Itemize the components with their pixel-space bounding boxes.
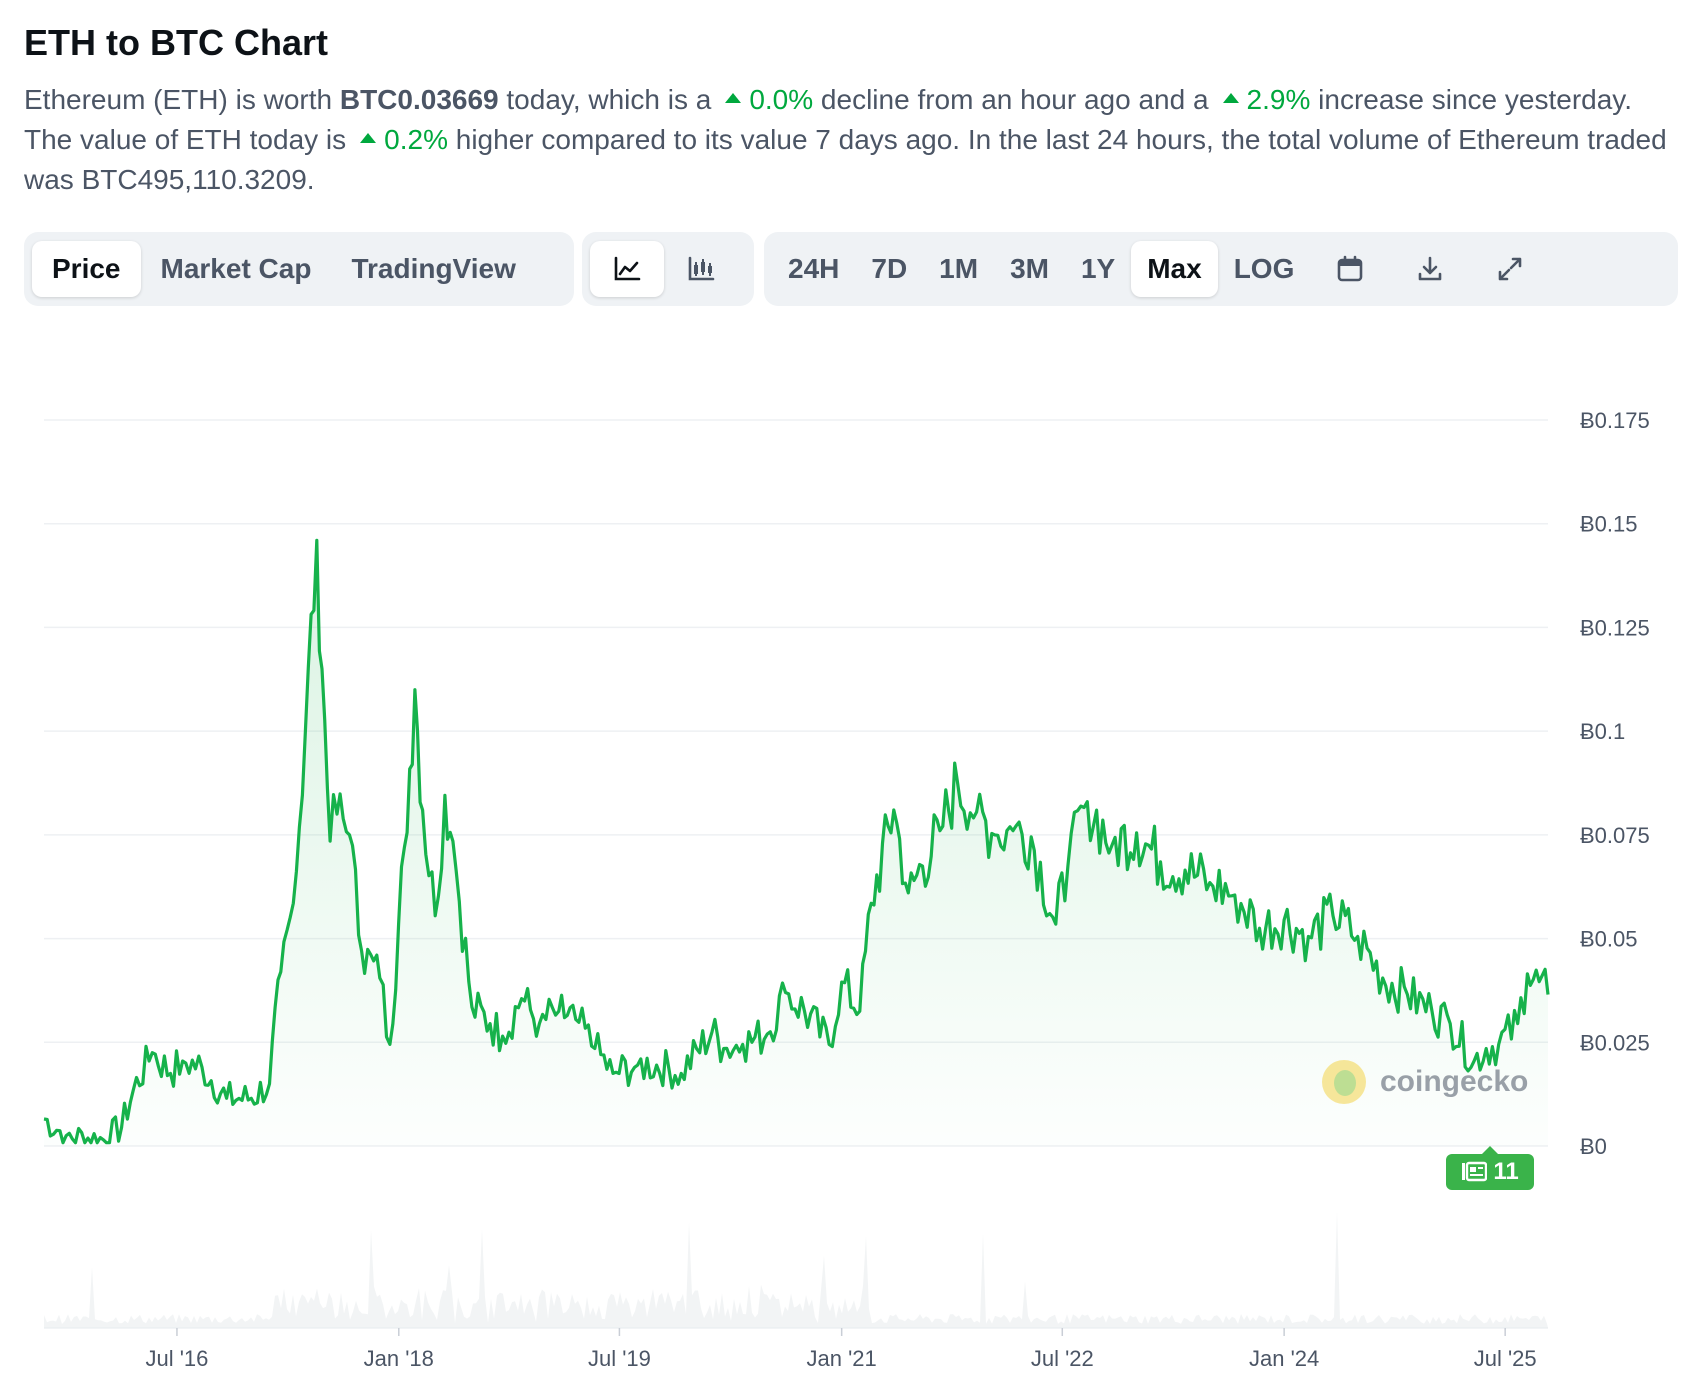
volume-bars: [44, 1211, 1548, 1328]
news-count: 11: [1493, 1158, 1519, 1185]
y-tick-label: Ƀ0.15: [1580, 512, 1638, 537]
range-3m[interactable]: 3M: [1010, 253, 1049, 284]
page-title: ETH to BTC Chart: [24, 22, 328, 63]
range-1m[interactable]: 1M: [939, 253, 979, 284]
price-value: BTC0.03669: [339, 84, 499, 115]
log-scale-toggle[interactable]: LOG: [1233, 253, 1295, 284]
x-tick-label: Jul '16: [145, 1346, 208, 1371]
tab-price[interactable]: Price: [32, 241, 141, 297]
price-line: [43, 538, 1550, 1145]
price-area: [44, 540, 1548, 1146]
calendar-icon: [1338, 255, 1363, 282]
caret-up-icon: [1222, 93, 1239, 103]
coingecko-watermark: coingecko: [1322, 1060, 1528, 1104]
watermark-text: coingecko: [1380, 1065, 1529, 1098]
y-tick-label: Ƀ0.05: [1580, 927, 1638, 952]
caret-up-icon: [360, 133, 377, 143]
x-tick-label: Jul '22: [1031, 1346, 1094, 1371]
x-tick-label: Jan '24: [1249, 1346, 1319, 1371]
x-tick-label: Jan '18: [364, 1346, 434, 1371]
desc-text: Ethereum (ETH) is worth: [24, 84, 340, 115]
line-chart-button[interactable]: [590, 241, 664, 297]
day-change-value: 2.9%: [1246, 84, 1311, 115]
chart-type-toggle: [582, 232, 754, 306]
range-tabs: 24H 7D 1M 3M 1Y Max LOG: [764, 232, 1678, 306]
price-chart[interactable]: Ƀ0 Ƀ0.025 Ƀ0.05 Ƀ0.075 Ƀ0.1 Ƀ0.125 Ƀ0.15 Ƀ0.175…: [0, 340, 1692, 1396]
y-tick-label: Ƀ0.025: [1580, 1030, 1650, 1055]
volume-area: [44, 1211, 1548, 1328]
x-tick-label: Jan '21: [807, 1346, 877, 1371]
download-button[interactable]: [1390, 241, 1470, 297]
x-tick-label: Jul '25: [1474, 1346, 1537, 1371]
week-change-value: 0.2%: [384, 124, 448, 155]
range-1y[interactable]: 1Y: [1080, 253, 1116, 284]
day-change: 2.9%: [1209, 84, 1311, 115]
news-badge[interactable]: 11: [1446, 1146, 1534, 1190]
newspaper-icon: [1462, 1161, 1488, 1182]
caret-up-icon: [725, 93, 742, 103]
line-chart-icon: [614, 256, 641, 281]
coingecko-logo-icon: [1322, 1060, 1366, 1104]
y-axis: Ƀ0 Ƀ0.025 Ƀ0.05 Ƀ0.075 Ƀ0.1 Ƀ0.125 Ƀ0.15 Ƀ0.175: [1580, 408, 1650, 1159]
candlestick-icon: [688, 256, 715, 281]
x-tick-label: Jul '19: [588, 1346, 651, 1371]
x-axis: Jul '16 Jan '18 Jul '19 Jan '21 Jul '22 Jan '…: [145, 1328, 1537, 1371]
desc-text: today, which is a: [498, 84, 712, 115]
y-tick-label: Ƀ0.175: [1580, 408, 1650, 433]
view-tabs: Price Market Cap TradingView: [24, 232, 574, 306]
range-7d[interactable]: 7D: [871, 253, 908, 284]
download-icon: [1419, 256, 1442, 281]
fullscreen-button[interactable]: [1470, 241, 1550, 297]
tab-tradingview[interactable]: TradingView: [351, 253, 516, 284]
desc-text: higher compared to its value 7 days ago.…: [24, 124, 1667, 195]
tab-market-cap[interactable]: Market Cap: [160, 253, 312, 284]
week-change: 0.2%: [346, 124, 448, 155]
desc-text: increase since yesterday. The value of E…: [24, 84, 1633, 155]
desc-text: decline from an hour ago and a: [813, 84, 1209, 115]
y-tick-label: Ƀ0.075: [1580, 823, 1650, 848]
grid-lines: [44, 419, 1548, 1329]
range-24h[interactable]: 24H: [788, 253, 840, 284]
y-tick-label: Ƀ0: [1580, 1134, 1607, 1159]
hour-change-value: 0.0%: [749, 84, 814, 115]
fullscreen-icon: [1499, 257, 1522, 281]
price-description: Ethereum (ETH) is worth BTC0.03669 today…: [24, 80, 1674, 200]
y-tick-label: Ƀ0.125: [1580, 615, 1650, 640]
date-range-button[interactable]: [1310, 241, 1390, 297]
hour-change: 0.0%: [711, 84, 813, 115]
range-max[interactable]: Max: [1131, 241, 1218, 297]
y-tick-label: Ƀ0.1: [1580, 719, 1625, 744]
candlestick-button[interactable]: [664, 241, 738, 297]
